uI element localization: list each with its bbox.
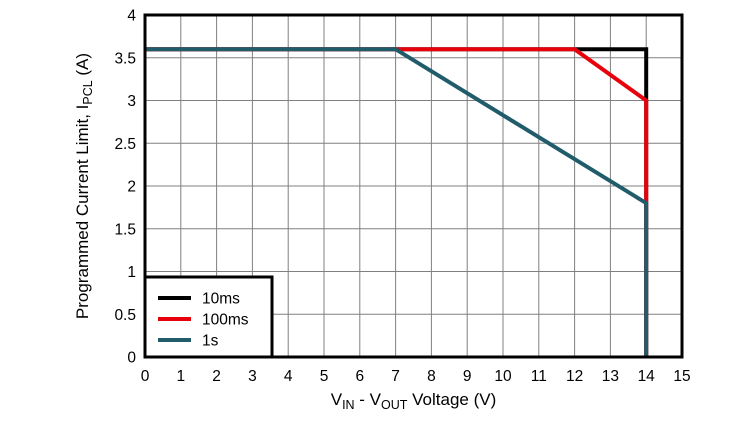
legend-label-10ms: 10ms: [202, 291, 240, 308]
x-tick-label: 14: [638, 368, 656, 385]
x-tick-label: 13: [602, 368, 619, 385]
legend-label-100ms: 100ms: [202, 312, 249, 329]
x-tick-label: 8: [427, 368, 436, 385]
y-tick-label: 3: [127, 93, 136, 110]
plot-border: [143, 13, 684, 359]
y-tick-label: 2.5: [114, 136, 136, 153]
legend-label-1s: 1s: [202, 333, 219, 350]
x-tick-label: 7: [391, 368, 400, 385]
y-tick-label: 0: [127, 350, 136, 367]
x-tick-label: 12: [566, 368, 583, 385]
x-tick-label: 2: [212, 368, 221, 385]
y-tick-label: 4: [127, 8, 136, 25]
x-tick-label: 5: [320, 368, 329, 385]
legend: 10ms 100ms 1s: [143, 275, 274, 359]
y-axis-title: Programmed Current Limit, IPCL (A): [73, 53, 95, 319]
x-tick-label: 4: [284, 368, 293, 385]
x-tick-label: 10: [494, 368, 512, 385]
y-tick-label: 1: [127, 264, 136, 281]
y-tick-label: 2: [127, 179, 136, 196]
series-line-1s: [145, 47, 649, 357]
x-tick-label: 1: [176, 368, 185, 385]
x-tick-label: 11: [531, 368, 547, 385]
x-tick-label: 9: [463, 368, 472, 385]
x-axis-title: VIN - VOUT Voltage (V): [331, 390, 497, 412]
y-tick-label: 1.5: [114, 221, 136, 238]
y-tick-label: 0.5: [114, 307, 136, 324]
x-tick-label: 15: [673, 368, 690, 385]
x-tick-label: 0: [141, 368, 150, 385]
x-tick-label: 3: [248, 368, 257, 385]
y-tick-label: 3.5: [114, 50, 136, 67]
x-tick-label: 6: [355, 368, 364, 385]
